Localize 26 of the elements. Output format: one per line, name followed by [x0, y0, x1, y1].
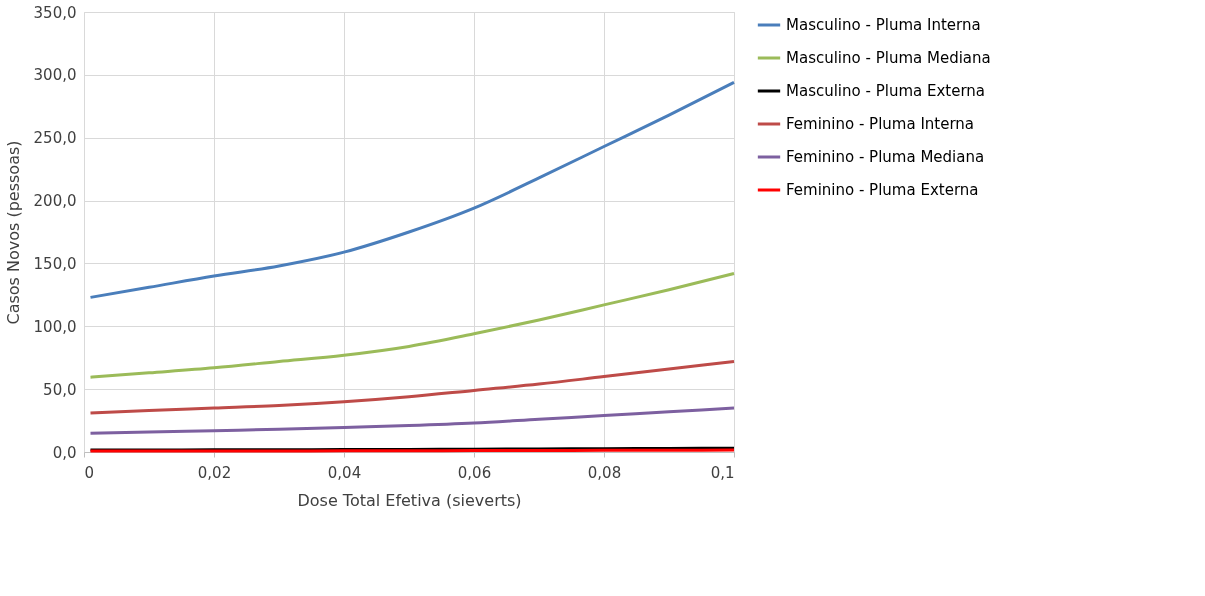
y-tick-label: 100,0	[33, 317, 77, 336]
x-tick-label: 0,06	[457, 463, 492, 482]
x-axis-title: Dose Total Efetiva (sieverts)	[297, 490, 522, 510]
x-tick-label: 0	[84, 463, 95, 482]
line-series	[89, 271, 736, 379]
y-tick-label: 350,0	[33, 3, 77, 22]
y-tick-label: 0,0	[52, 443, 77, 462]
y-tick-label: 250,0	[33, 129, 77, 148]
line-series	[89, 80, 736, 299]
x-tick-label: 0,04	[327, 463, 362, 482]
line-series	[89, 359, 736, 415]
legend-label: Feminino - Pluma Externa	[786, 181, 979, 199]
legend-label: Masculino - Pluma Interna	[786, 16, 981, 34]
y-tick-label: 50,0	[43, 380, 77, 399]
x-tick-label: 0,02	[197, 463, 232, 482]
x-tick-label: 0,1	[710, 463, 735, 482]
y-tick-label: 200,0	[33, 192, 77, 211]
y-tick-label: 150,0	[33, 254, 77, 273]
y-axis-title: Casos Novos (pessoas)	[3, 140, 23, 325]
y-tick-label: 300,0	[33, 66, 77, 85]
x-tick-label: 0,08	[587, 463, 622, 482]
legend-label: Feminino - Pluma Interna	[786, 115, 975, 133]
legend-label: Masculino - Pluma Mediana	[786, 49, 991, 67]
legend-label: Feminino - Pluma Mediana	[786, 148, 985, 166]
line-series	[89, 406, 736, 435]
legend-label: Masculino - Pluma Externa	[786, 82, 986, 100]
